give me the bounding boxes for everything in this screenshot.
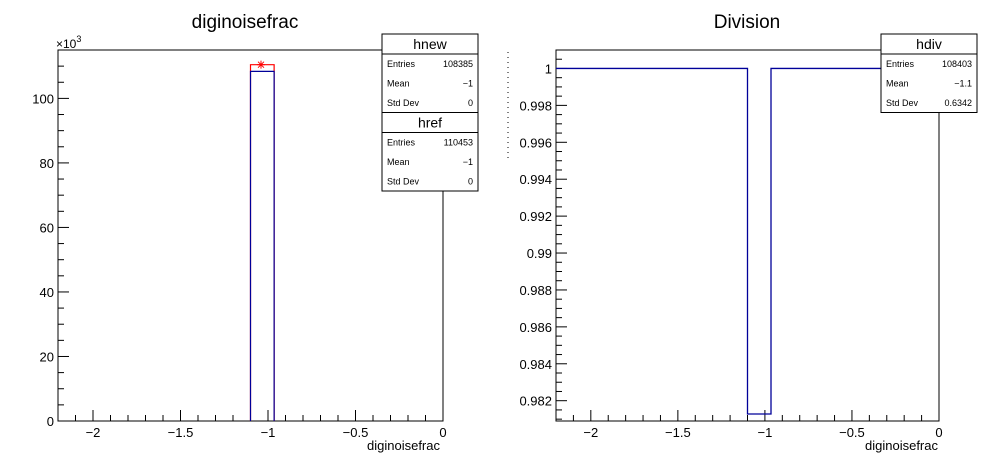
stats-row-value: −1 <box>463 79 473 89</box>
x-tick-label: −0.5 <box>343 425 369 440</box>
axis-tick-labels: −2 −1.5 −1 −0.5 0 0.982 0.984 0.986 0.988 0.99 0.9… <box>519 61 942 440</box>
y-tick-label: 0.986 <box>519 320 552 335</box>
histogram-series <box>556 67 939 415</box>
y-tick-label: 20 <box>40 349 54 364</box>
panel-division: Division −2 −1.5 −1 −0.5 0 0.982 0.984 0.986 0.9… <box>507 12 978 453</box>
stats-box-title: hnew <box>413 36 447 52</box>
stats-row-label: Std Dev <box>387 177 420 187</box>
x-tick-label: 0 <box>439 425 446 440</box>
stats-row-value: 0 <box>468 98 473 108</box>
x-tick-label: −2 <box>583 425 598 440</box>
y-tick-label: 0.99 <box>527 246 552 261</box>
x-tick-label: −1 <box>261 425 276 440</box>
stats-box-hnew: hnew Entries 108385 Mean −1 Std Dev 0 <box>381 33 479 113</box>
y-tick-label: 0.996 <box>519 135 552 150</box>
x-axis-label: diginoisefrac <box>367 438 440 453</box>
stats-row-value: 0.6342 <box>944 98 972 108</box>
y-tick-label: 100 <box>32 91 54 106</box>
stats-row-label: Mean <box>387 157 410 167</box>
y-tick-label: 0.988 <box>519 283 552 298</box>
stats-row-value: 108385 <box>443 59 473 69</box>
stats-row-label: Std Dev <box>886 98 919 108</box>
stats-row-value: −1.1 <box>954 79 972 89</box>
x-axis-label: diginoisefrac <box>865 438 938 453</box>
star-marker <box>257 60 265 69</box>
stats-row-label: Mean <box>886 79 909 89</box>
axis-tick-labels: −2 −1.5 −1 −0.5 0 0 20 40 60 80 100 <box>32 91 446 440</box>
chart-title: Division <box>714 12 781 33</box>
y-tick-label: 0.998 <box>519 98 552 113</box>
y-tick-label: 0.982 <box>519 394 552 409</box>
stats-row-label: Entries <box>387 59 416 69</box>
x-tick-label: −2 <box>86 425 101 440</box>
y-tick-label: 0 <box>47 414 54 429</box>
y-tick-label: 1 <box>545 61 552 76</box>
y-tick-label: 80 <box>40 156 54 171</box>
y-tick-label: 0.992 <box>519 209 552 224</box>
x-tick-label: −0.5 <box>839 425 865 440</box>
x-tick-label: −1.5 <box>168 425 194 440</box>
stats-row-label: Std Dev <box>387 98 420 108</box>
stats-row-value: 108403 <box>942 59 972 69</box>
stats-row-value: −1 <box>463 157 473 167</box>
stats-row-label: Entries <box>886 59 915 69</box>
series-href <box>249 64 275 421</box>
panel-diginoisefrac: diginoisefrac −2 −1.5 −1 −0.5 0020406080100 … <box>32 12 479 453</box>
series-hdiv <box>556 67 939 415</box>
stats-box-title: hdiv <box>916 36 942 52</box>
stats-row-label: Entries <box>387 138 416 148</box>
chart-title: diginoisefrac <box>192 12 299 33</box>
x-tick-label: 0 <box>935 425 942 440</box>
y-tick-label: 60 <box>40 220 54 235</box>
stats-row-value: 110453 <box>444 138 473 148</box>
stats-box-title: href <box>418 115 442 131</box>
y-tick-label: 40 <box>40 285 54 300</box>
stats-row-label: Mean <box>387 79 410 89</box>
y-tick-label: 0.994 <box>519 172 552 187</box>
histogram-series <box>249 60 275 421</box>
stats-row-value: 0 <box>468 177 473 187</box>
x-tick-label: −1.5 <box>665 425 691 440</box>
y-multiplier-label: ×103 <box>56 34 81 51</box>
x-tick-label: −1 <box>757 425 772 440</box>
series-hnew <box>249 70 275 421</box>
y-tick-label: 0.984 <box>519 357 552 372</box>
